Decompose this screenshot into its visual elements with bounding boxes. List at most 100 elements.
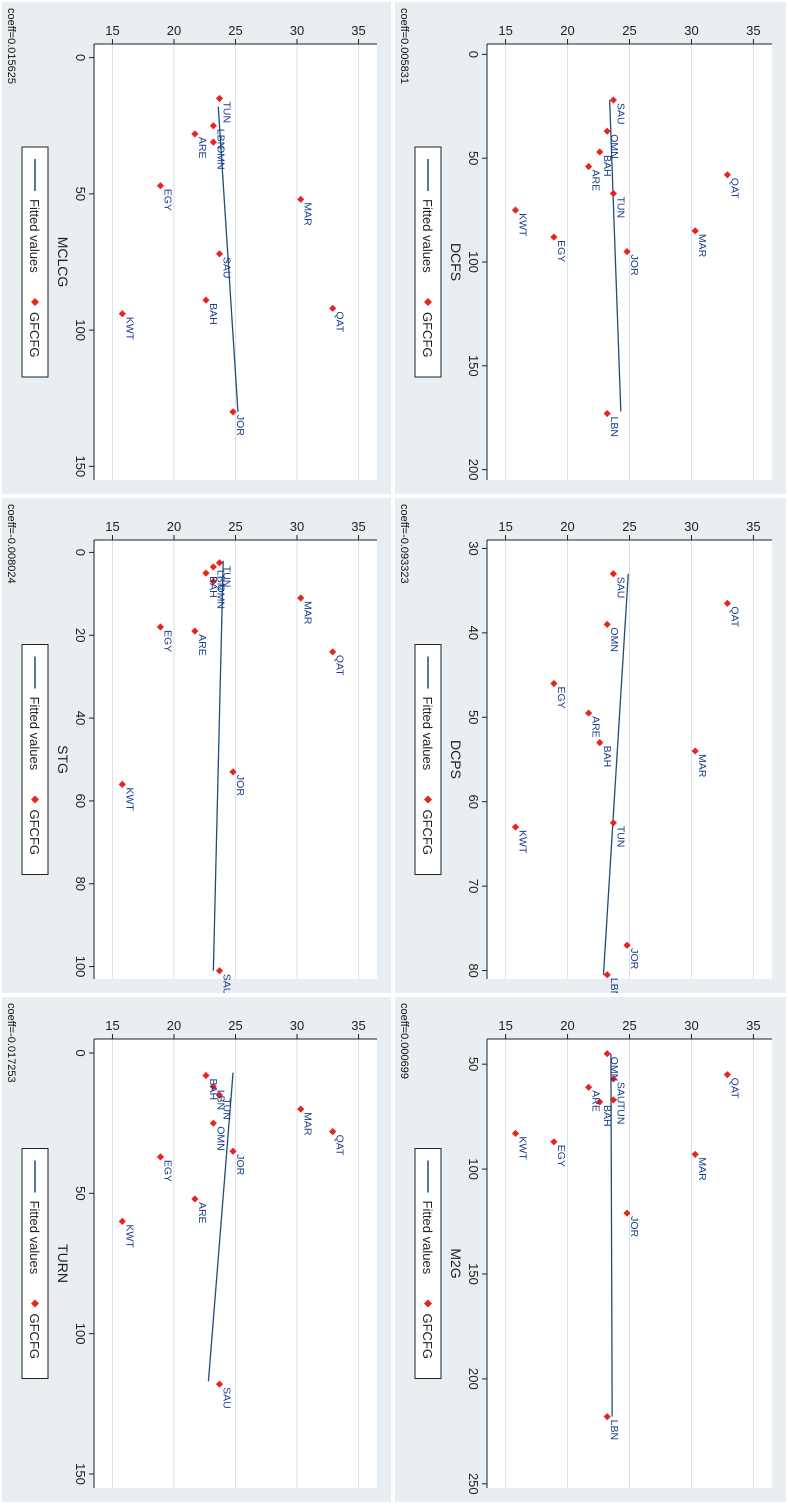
point-label: TUN (221, 102, 233, 124)
point-label: BAH (207, 1078, 219, 1100)
data-point (603, 1050, 611, 1058)
x-tick-label: 50 (466, 1057, 481, 1071)
x-tick-label: 200 (466, 1368, 481, 1390)
legend-label-gfcfg: GFCFG (27, 312, 42, 358)
legend-label-fitted: Fitted values (27, 199, 42, 273)
x-tick-label: 40 (466, 626, 481, 640)
y-tick-label: 15 (498, 1018, 512, 1033)
data-point (623, 941, 631, 949)
x-tick-label: 100 (466, 1158, 481, 1180)
point-label: QAT (334, 655, 346, 676)
coefficient-note: coeff=-0.017253 (5, 1003, 17, 1083)
coefficient-note: coeff=0.000699 (398, 1003, 410, 1079)
x-tick-label: 50 (466, 710, 481, 724)
data-point (596, 148, 604, 156)
point-label: SAU (221, 974, 233, 993)
chart-frame: 15 20 25 30 35 50 100 150 200 250 M2G QAT MAR JOR SAUT… (395, 997, 786, 1502)
legend-point-swatch (31, 795, 39, 804)
point-label: OMN (214, 584, 226, 609)
point-label: OMN (214, 145, 226, 170)
point-label: JOR (628, 948, 640, 969)
coefficient-note: coeff=0.005831 (398, 8, 410, 84)
y-tick-label: 20 (560, 519, 574, 534)
point-label: TUN (614, 1103, 626, 1125)
legend-label-gfcfg: GFCFG (27, 810, 42, 856)
point-label: QAT (728, 606, 740, 627)
data-point (297, 1105, 305, 1113)
point-label: ARE (590, 1090, 602, 1112)
x-tick-label: 50 (466, 151, 481, 165)
legend-box (414, 1148, 442, 1379)
data-point (623, 1209, 631, 1217)
legend-box (21, 644, 49, 875)
x-tick-label: 150 (466, 355, 481, 377)
legend-label-gfcfg: GFCFG (420, 1314, 435, 1360)
point-label: LBN (214, 570, 226, 590)
data-point (511, 823, 520, 831)
data-point (623, 248, 631, 256)
y-tick-label: 30 (684, 1018, 698, 1033)
data-point (156, 1153, 165, 1161)
x-tick-label: 0 (73, 549, 88, 556)
x-tick-label: 100 (73, 956, 88, 978)
data-point (297, 195, 305, 203)
point-label: SAU (221, 1387, 233, 1409)
data-point (596, 739, 604, 747)
chart-frame: 15 20 25 30 35 30 40 50 60 70 80 DCPS QAT MAR JOR SAU TU… (395, 498, 786, 993)
point-label: LBN (608, 1420, 620, 1440)
point-label: LBN (608, 978, 620, 993)
point-label: TUN (614, 196, 626, 218)
point-label: EGY (161, 189, 173, 211)
point-label: EGY (161, 1160, 173, 1182)
x-tick-label: 60 (466, 794, 481, 808)
y-tick-label: 35 (746, 519, 760, 534)
point-label: EGY (555, 687, 567, 709)
data-point (723, 1071, 731, 1079)
data-point (297, 594, 305, 602)
y-tick-label: 30 (684, 519, 698, 534)
data-point (603, 971, 611, 979)
point-label: ARE (196, 634, 208, 656)
x-axis-label: M2G (448, 1248, 464, 1278)
data-point (202, 1071, 210, 1080)
data-point (603, 127, 611, 135)
data-point (191, 1195, 199, 1203)
scatter-chart: 15 20 25 30 35 30 40 50 60 70 80 DCPS QAT MAR JOR SAU TU… (395, 498, 786, 993)
legend-point-swatch (31, 298, 39, 306)
y-tick-label: 15 (498, 519, 512, 534)
point-label: OMN (608, 1057, 620, 1082)
x-tick-label: 80 (73, 877, 88, 891)
y-tick-label: 30 (684, 23, 698, 38)
data-point (609, 96, 617, 104)
data-point (202, 569, 210, 577)
x-tick-label: 100 (73, 1323, 88, 1345)
chart-frame: 15 20 25 30 35 0 50 100 150 TURN QAT MAR JOR SAU TUNLB… (2, 997, 391, 1502)
data-point (691, 1150, 699, 1158)
scatter-chart: 15 20 25 30 35 0 20 40 60 80 100 STG QAT MAR JOR SAU TUN… (2, 498, 391, 993)
data-point (209, 122, 217, 130)
data-point (229, 1147, 237, 1155)
data-point (118, 1217, 126, 1226)
legend-label-fitted: Fitted values (420, 1201, 435, 1275)
x-tick-label: 20 (73, 628, 88, 642)
x-tick-label: 60 (73, 794, 88, 808)
y-tick-label: 20 (560, 1018, 574, 1033)
fitted-line (609, 100, 622, 412)
data-point (209, 577, 217, 586)
point-label: KWT (517, 830, 529, 854)
x-tick-label: 100 (73, 319, 88, 341)
x-tick-label: 50 (73, 187, 88, 201)
y-tick-label: 20 (167, 519, 181, 534)
x-tick-label: 50 (73, 1186, 88, 1200)
data-point (723, 171, 731, 179)
data-point (691, 747, 699, 755)
data-point (603, 1413, 611, 1421)
point-label: KWT (517, 213, 529, 237)
data-point (609, 189, 617, 198)
x-tick-label: 150 (73, 1463, 88, 1485)
x-tick-label: 30 (466, 541, 481, 555)
legend-point-swatch (424, 298, 432, 306)
chart-frame: 15 20 25 30 35 0 50 100 150 MCLCG QAT MAR JOR SAU TUN L… (2, 2, 391, 494)
y-tick-label: 25 (622, 519, 636, 534)
y-tick-label: 35 (746, 1018, 760, 1033)
